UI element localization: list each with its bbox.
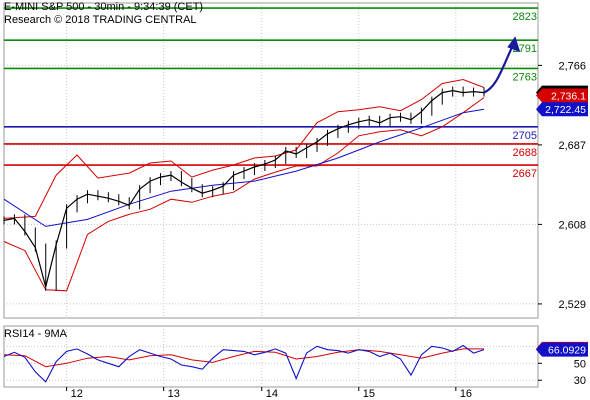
resistance-level-label: 2791 [513,43,537,55]
price-1-badge-bg [536,88,588,103]
chart-copyright: Research © 2018 TRADING CENTRAL [4,14,197,26]
moving-average-line [3,108,485,227]
x-tick-label: 12 [71,388,83,400]
bollinger-upper-band [3,78,485,219]
rsi-panel: 121314151630507066.951966.0929 [3,325,588,400]
rsi-panel-frame [3,325,539,388]
price-panel: 2,529 2,608 2,687 2,766 2823 2791 2763 2705 2688… [3,2,588,319]
x-tick-label: 13 [168,388,180,400]
rsi-y-tick-label: 30 [574,375,586,387]
y-tick-label: 2,608 [558,219,586,231]
price-2-badge-bg [536,102,588,117]
y-tick-label: 2,529 [558,299,586,311]
pivot-level-label: 2705 [513,130,537,142]
forecast-arrowhead [507,36,521,53]
rsi-1-badge-bg [536,342,588,357]
x-tick-label: 15 [363,388,375,400]
resistance-level-label: 2763 [513,71,537,83]
x-tick-label: 16 [460,388,472,400]
price-1-badge-label: 2,736.1 [551,90,586,102]
resistance-level-label: 2823 [513,11,537,23]
rsi-panel-title: RSI14 - 9MA [4,328,67,340]
x-tick-label: 14 [266,388,278,400]
y-tick-label: 2,687 [558,140,586,152]
price-2-badge-label: 2,722.45 [545,104,586,116]
price-line [3,89,485,287]
chart-title: E-MINI S&P 500 - 30min - 9:34:39 (CET) [4,1,204,13]
price-panel-frame [3,2,539,319]
rsi-y-tick-label: 50 [574,358,586,370]
support-level-label: 2667 [513,168,537,180]
rsi-ma-line [3,348,484,368]
support-level-label: 2688 [513,147,537,159]
y-tick-label: 2,766 [558,60,586,72]
rsi-1-badge-label: 66.0929 [548,345,586,357]
bollinger-lower-band [3,97,485,292]
rsi-line [3,344,485,383]
